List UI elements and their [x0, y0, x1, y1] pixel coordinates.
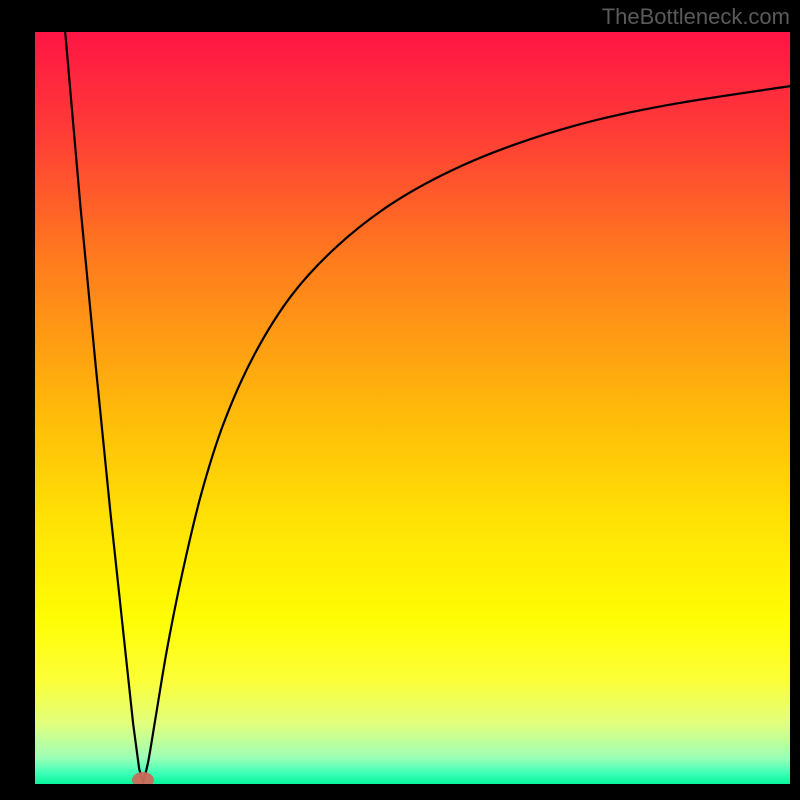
chart-container: TheBottleneck.com	[0, 0, 800, 800]
plot-area	[35, 32, 790, 784]
watermark-text: TheBottleneck.com	[602, 4, 790, 30]
chart-svg	[35, 32, 790, 784]
gradient-background	[35, 32, 790, 784]
